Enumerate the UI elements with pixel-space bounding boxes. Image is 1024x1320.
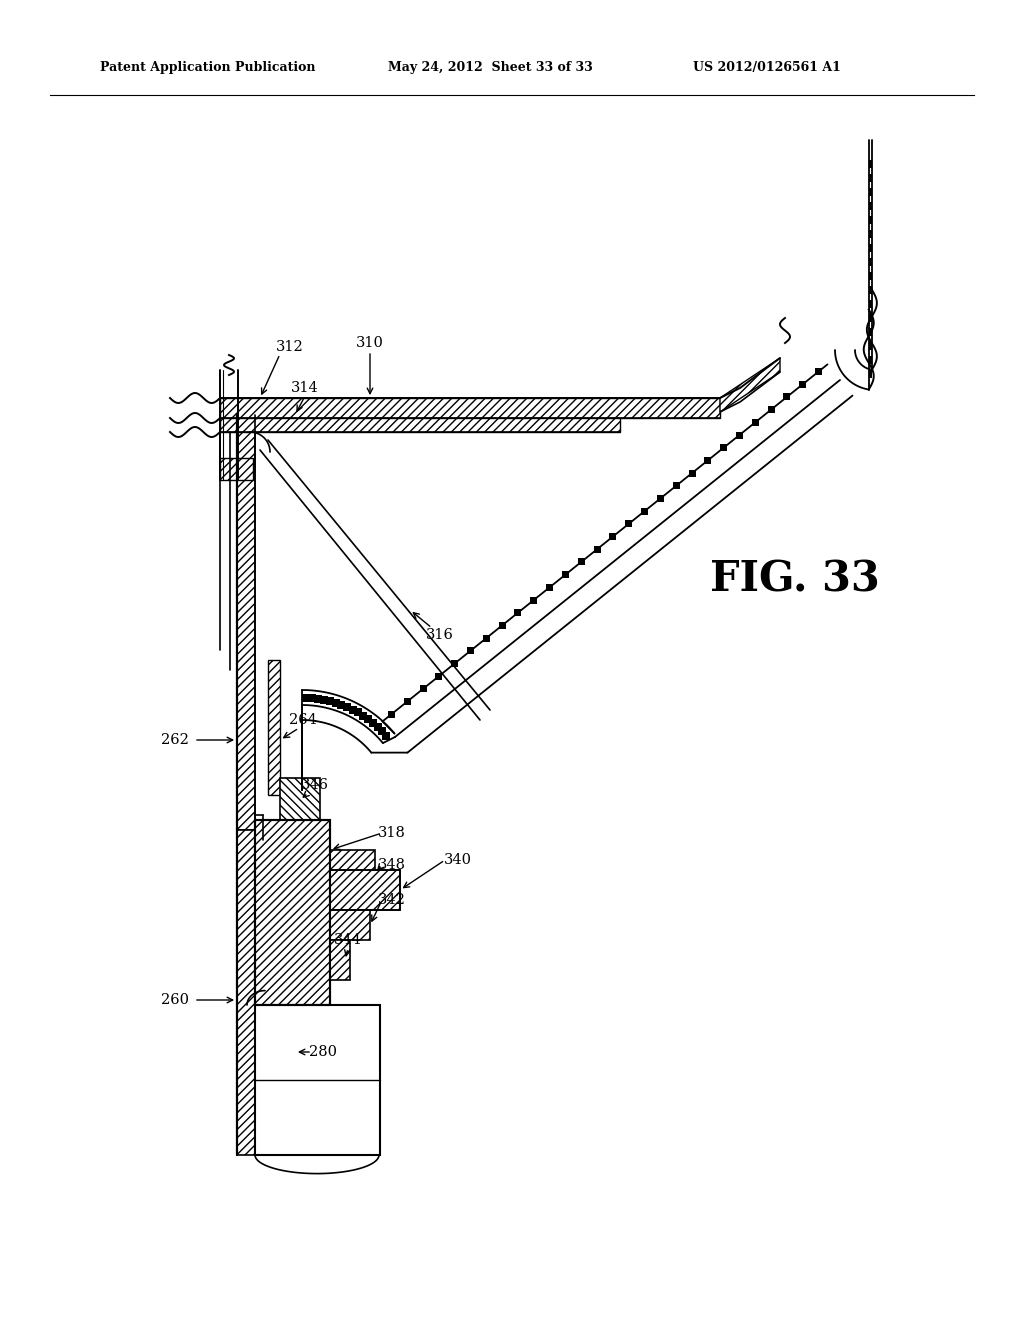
Bar xyxy=(868,370,871,378)
Text: 342: 342 xyxy=(378,894,406,907)
Bar xyxy=(868,314,871,322)
Bar xyxy=(365,715,373,723)
Polygon shape xyxy=(330,850,375,895)
Bar xyxy=(868,356,871,364)
Bar xyxy=(388,710,395,718)
Bar xyxy=(578,558,585,565)
Bar xyxy=(868,272,871,280)
Text: 264: 264 xyxy=(289,713,317,727)
Polygon shape xyxy=(255,820,330,1005)
Bar xyxy=(382,731,390,739)
Polygon shape xyxy=(220,399,720,418)
Bar xyxy=(868,160,871,168)
Text: 262: 262 xyxy=(161,733,189,747)
Text: Patent Application Publication: Patent Application Publication xyxy=(100,62,315,74)
Bar xyxy=(370,719,377,727)
Bar xyxy=(343,704,351,711)
Bar xyxy=(435,673,442,680)
Bar xyxy=(499,622,506,628)
Bar xyxy=(868,286,871,294)
Bar xyxy=(403,698,411,705)
Bar xyxy=(800,380,806,388)
Bar xyxy=(338,701,345,709)
Bar xyxy=(673,482,680,490)
Bar xyxy=(546,583,553,591)
Bar xyxy=(467,647,474,655)
Polygon shape xyxy=(280,777,319,820)
Bar xyxy=(562,572,569,578)
Text: 344: 344 xyxy=(334,933,361,946)
Bar xyxy=(374,723,382,731)
Polygon shape xyxy=(268,660,280,795)
Text: FIG. 33: FIG. 33 xyxy=(710,558,880,601)
Polygon shape xyxy=(237,414,255,830)
Bar xyxy=(332,698,340,706)
Bar xyxy=(483,635,489,642)
Bar xyxy=(359,711,368,719)
Text: 348: 348 xyxy=(378,858,406,873)
Polygon shape xyxy=(330,940,350,979)
Text: 312: 312 xyxy=(276,341,304,354)
Bar xyxy=(594,545,600,553)
Bar xyxy=(705,457,712,463)
Bar xyxy=(319,696,328,704)
Bar xyxy=(752,418,759,426)
Bar xyxy=(868,342,871,350)
Bar xyxy=(641,508,648,515)
Bar xyxy=(736,432,743,438)
Bar xyxy=(626,520,632,528)
Bar xyxy=(783,393,791,400)
Text: 280: 280 xyxy=(309,1045,337,1059)
Bar xyxy=(348,706,356,714)
Bar xyxy=(868,202,871,210)
Bar xyxy=(514,610,521,616)
Polygon shape xyxy=(330,870,400,909)
Bar xyxy=(354,709,362,717)
Bar xyxy=(868,187,871,195)
Bar xyxy=(609,533,616,540)
Text: 260: 260 xyxy=(161,993,189,1007)
Bar xyxy=(378,727,386,735)
Polygon shape xyxy=(220,418,620,432)
Polygon shape xyxy=(330,909,370,940)
Bar xyxy=(530,597,538,603)
Bar xyxy=(815,368,822,375)
Bar xyxy=(868,257,871,267)
Polygon shape xyxy=(720,358,780,412)
Bar xyxy=(868,174,871,182)
Bar xyxy=(868,230,871,238)
Text: May 24, 2012  Sheet 33 of 33: May 24, 2012 Sheet 33 of 33 xyxy=(388,62,593,74)
Polygon shape xyxy=(220,458,253,480)
Text: 346: 346 xyxy=(301,777,329,792)
Bar xyxy=(868,216,871,224)
Bar xyxy=(452,660,458,667)
Bar xyxy=(868,327,871,337)
Text: 310: 310 xyxy=(356,337,384,350)
Bar xyxy=(255,1005,380,1155)
Text: 314: 314 xyxy=(291,381,318,395)
Text: 318: 318 xyxy=(378,826,406,840)
Bar xyxy=(301,693,309,701)
Text: 316: 316 xyxy=(426,628,454,642)
Bar xyxy=(656,495,664,502)
Bar xyxy=(313,694,322,702)
Polygon shape xyxy=(237,830,255,1155)
Bar xyxy=(868,300,871,308)
Bar xyxy=(868,244,871,252)
Text: US 2012/0126561 A1: US 2012/0126561 A1 xyxy=(693,62,841,74)
Bar xyxy=(307,694,315,702)
Bar xyxy=(326,697,334,705)
Text: 340: 340 xyxy=(444,853,472,867)
Bar xyxy=(688,470,695,477)
Bar xyxy=(720,445,727,451)
Bar xyxy=(420,685,427,693)
Bar xyxy=(768,407,774,413)
